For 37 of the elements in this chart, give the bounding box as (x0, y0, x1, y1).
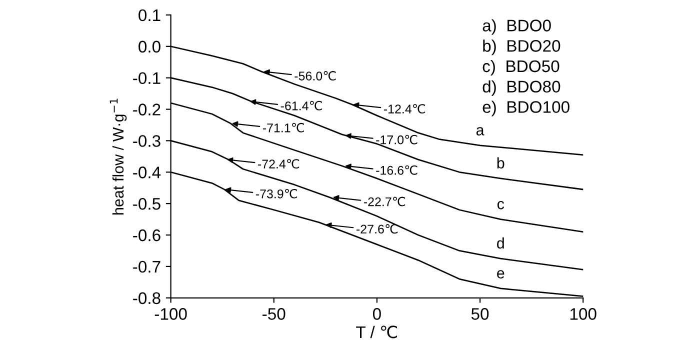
x-tick-label: 100 (570, 308, 596, 320)
y-tick-label: 0.1 (138, 9, 160, 22)
series-label: b (497, 157, 504, 168)
y-tick-label: -0.3 (133, 135, 160, 147)
annotation: -56.0℃ (294, 71, 336, 81)
series-label: e (497, 270, 504, 278)
annotation: e) BDO100 (482, 100, 570, 116)
annotation: -72.4℃ (258, 159, 300, 169)
annotation: a) BDO0 (482, 19, 551, 35)
x-axis-title: T / ℃ (356, 326, 398, 338)
annotation: d) BDO80 (482, 80, 560, 96)
x-tick-label: 50 (471, 308, 489, 320)
annotation: -16.6℃ (376, 165, 418, 175)
y-tick-label: -0.5 (133, 198, 160, 210)
x-tick-label: -100 (154, 308, 187, 320)
annotation: -22.7℃ (364, 196, 406, 206)
y-tick-label: -0.6 (133, 229, 160, 242)
annotation: -61.4℃ (280, 100, 322, 110)
annotation: -71.1℃ (262, 122, 304, 132)
x-tick-label: 0 (372, 308, 381, 320)
annotation: -27.6℃ (356, 224, 398, 234)
series-label: a (476, 127, 484, 136)
annotation: b) BDO20 (483, 40, 560, 56)
annotation: -12.4℃ (384, 104, 426, 114)
y-tick-label: 0.0 (138, 40, 160, 53)
annotation: -17.0℃ (376, 134, 418, 144)
y-tick-label: -0.8 (133, 292, 160, 304)
y-tick-label: -0.1 (133, 72, 160, 84)
series-label: d (497, 237, 504, 249)
x-tick-label: -50 (262, 308, 286, 320)
y-tick-label: -0.2 (133, 104, 160, 116)
y-tick-label: -0.7 (133, 260, 160, 273)
y-tick-label: -0.4 (133, 166, 161, 178)
series-label: c (497, 200, 504, 210)
annotation: -73.9℃ (256, 188, 298, 198)
annotation: c) BDO50 (482, 60, 560, 76)
y-axis-title: heat flow / W·g$^{−1}$ (110, 98, 127, 214)
